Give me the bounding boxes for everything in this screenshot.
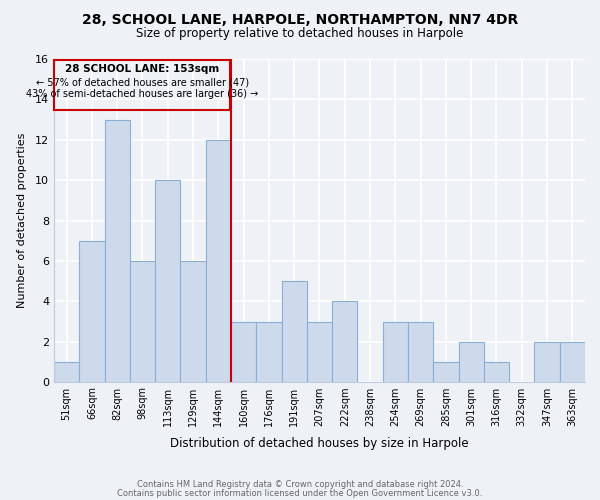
Text: 28 SCHOOL LANE: 153sqm: 28 SCHOOL LANE: 153sqm <box>65 64 219 74</box>
Bar <box>484 362 509 382</box>
Bar <box>130 261 155 382</box>
Bar <box>281 281 307 382</box>
Y-axis label: Number of detached properties: Number of detached properties <box>17 133 26 308</box>
Bar <box>458 342 484 382</box>
Bar <box>560 342 585 382</box>
Bar <box>535 342 560 382</box>
Bar <box>155 180 181 382</box>
Text: Contains public sector information licensed under the Open Government Licence v3: Contains public sector information licen… <box>118 488 482 498</box>
Text: 28, SCHOOL LANE, HARPOLE, NORTHAMPTON, NN7 4DR: 28, SCHOOL LANE, HARPOLE, NORTHAMPTON, N… <box>82 12 518 26</box>
Bar <box>104 120 130 382</box>
Bar <box>256 322 281 382</box>
Text: 43% of semi-detached houses are larger (36) →: 43% of semi-detached houses are larger (… <box>26 90 258 100</box>
Bar <box>181 261 206 382</box>
Bar <box>307 322 332 382</box>
Text: Size of property relative to detached houses in Harpole: Size of property relative to detached ho… <box>136 28 464 40</box>
Bar <box>231 322 256 382</box>
Bar <box>206 140 231 382</box>
Bar <box>332 302 358 382</box>
Bar <box>433 362 458 382</box>
Text: Contains HM Land Registry data © Crown copyright and database right 2024.: Contains HM Land Registry data © Crown c… <box>137 480 463 489</box>
Bar <box>383 322 408 382</box>
X-axis label: Distribution of detached houses by size in Harpole: Distribution of detached houses by size … <box>170 437 469 450</box>
Text: ← 57% of detached houses are smaller (47): ← 57% of detached houses are smaller (47… <box>35 77 248 87</box>
Bar <box>79 241 104 382</box>
Bar <box>54 362 79 382</box>
Bar <box>408 322 433 382</box>
